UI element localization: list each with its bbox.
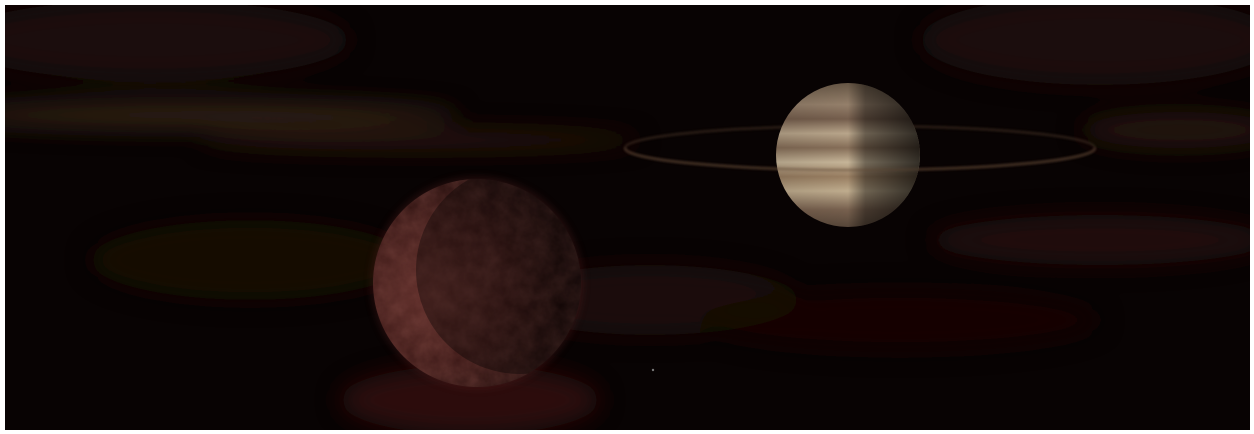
star	[651, 368, 655, 372]
red-planet	[371, 177, 583, 389]
gas-giant	[776, 83, 920, 227]
ring-front	[624, 147, 1096, 171]
